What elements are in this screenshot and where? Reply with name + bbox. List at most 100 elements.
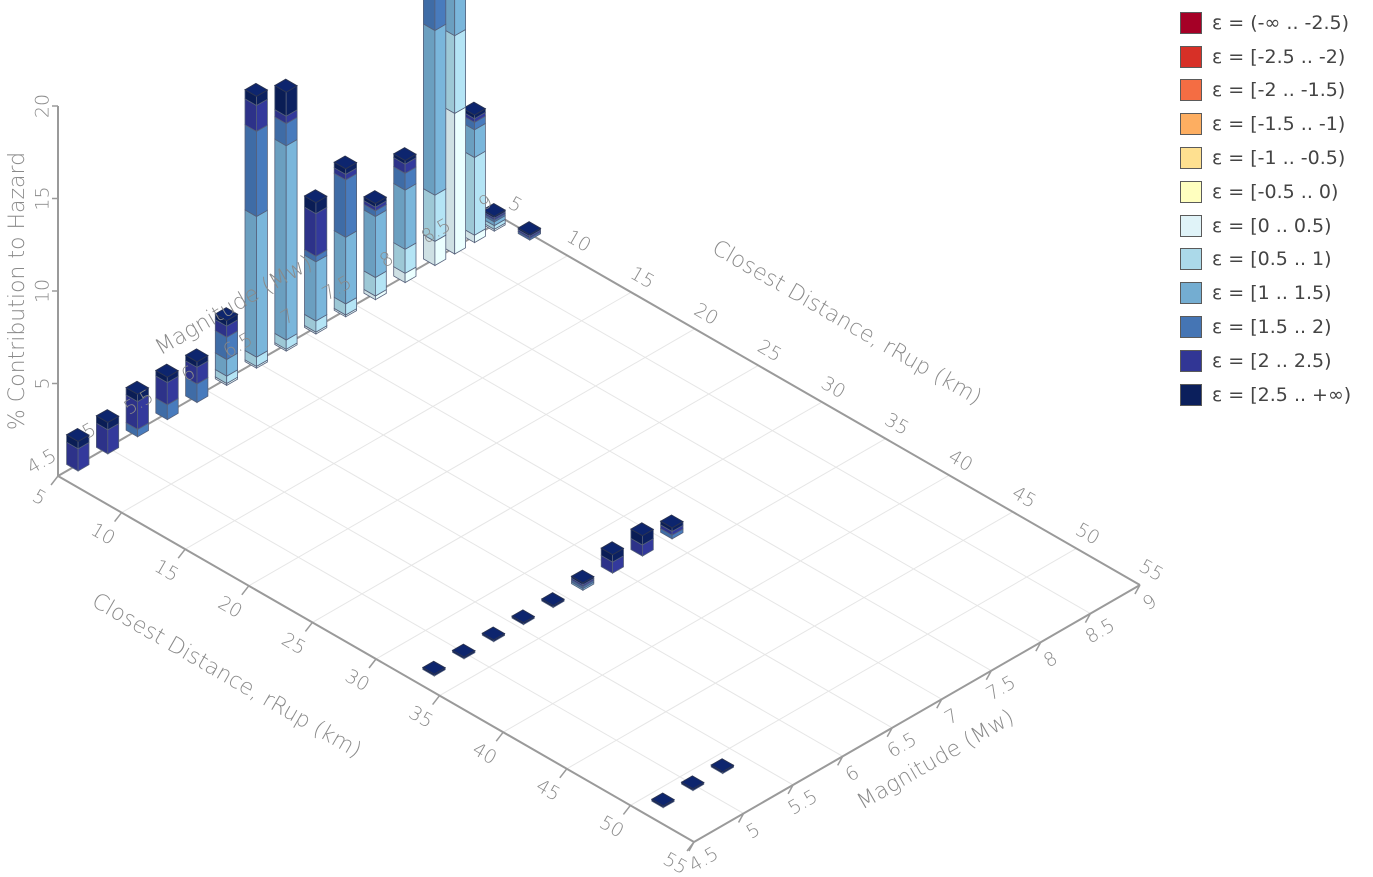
legend-swatch [1180,248,1202,270]
distance-tick-mark [560,769,567,778]
distance-tick-label-front: 30 [341,665,373,696]
legend-label: ε = [0 .. 0.5) [1212,215,1332,237]
bar [423,661,445,676]
legend-item: ε = [-1.5 .. -1) [1180,107,1370,141]
legend-label: ε = (-∞ .. -2.5) [1212,12,1349,34]
legend-swatch [1180,384,1202,406]
grid-line-distance [376,402,822,659]
grid-line-distance [503,475,949,732]
bar-top [682,776,704,789]
tick-labels: 5101520253035404550555101520253035404550… [5,94,1167,877]
distance-tick-mark [305,622,312,631]
legend-swatch [1180,282,1202,304]
legend-label: ε = [-2 .. -1.5) [1212,79,1345,101]
bar [652,793,674,808]
grid-line-distance [312,365,758,622]
bar-segment-side [257,125,268,216]
distance-tick-label-back: 15 [626,262,658,293]
distance-tick-label-front: 10 [87,519,119,550]
distance-tick-label-back: 55 [1135,555,1167,586]
legend-item: ε = [-2 .. -1.5) [1180,74,1370,108]
bar-segment-side [455,107,466,254]
legend-swatch [1180,46,1202,68]
z-axis-label: % Contribution to Hazard [5,152,30,430]
magnitude-tick-label-front: 8 [1040,647,1061,672]
legend: ε = (-∞ .. -2.5) ε = [-2.5 .. -2) ε = [-2 … [1180,6,1370,412]
distance-tick-mark [433,696,440,705]
legend-item: ε = [2.5 .. +∞) [1180,378,1370,412]
bar-top [652,793,674,806]
distance-tick-label-back: 20 [690,299,722,330]
distance-tick-mark [178,549,185,558]
distance-tick-label-back: 40 [944,445,976,476]
bar-top [423,661,445,674]
bar-segment-side [455,0,466,36]
distance-tick-mark [369,659,376,668]
bar-segment-front [245,125,257,217]
legend-item: ε = [1.5 .. 2) [1180,310,1370,344]
legend-swatch [1180,181,1202,203]
legend-swatch [1180,79,1202,101]
bar-segment-front [394,184,405,250]
z-tick-label: 15 [32,186,54,210]
magnitude-tick-label-front: 9 [1139,590,1160,615]
z-tick-label: 5 [32,377,54,389]
distance-tick-mark [51,476,58,485]
distance-tick-label-front: 40 [468,738,500,769]
distance-tick-label-back: 10 [563,226,595,257]
z-tick-label-base: 4.5 [23,444,60,478]
legend-label: ε = [-0.5 .. 0) [1212,181,1338,203]
bar [245,83,267,368]
bar-top [453,644,475,657]
bar [364,191,386,300]
bar-segment-side [316,207,327,256]
bars [67,0,734,808]
distance-tick-label-back: 35 [881,409,913,440]
legend-label: ε = [-1 .. -0.5) [1212,147,1345,169]
distance-tick-mark [115,513,122,522]
bar [463,102,485,243]
bar-segment-side [455,30,466,114]
legend-swatch [1180,113,1202,135]
distance-tick-label-back: 5 [505,192,526,217]
disaggregation-3d-chart: 5101520253035404550555101520253035404550… [0,0,1170,877]
grid-line-distance [440,439,886,696]
bar [542,593,564,608]
bar [443,0,465,254]
z-tick-label: 10 [32,279,54,303]
bar [631,523,653,556]
z-tick-label: 20 [32,94,54,118]
distance-tick-label-front: 15 [150,555,182,586]
legend-swatch [1180,147,1202,169]
distance-tick-label-front: 25 [278,628,310,659]
legend-label: ε = [-2.5 .. -2) [1212,46,1345,68]
bar [482,627,504,642]
distance-tick-label-back: 30 [817,372,849,403]
bar-segment-side [435,24,446,195]
bar-segment-front [334,173,346,237]
bar-top [512,610,534,623]
axis-line-magnitude-front [694,585,1140,842]
distance-tick-label-back: 50 [1072,518,1104,549]
bar [711,759,733,774]
bar [512,610,534,625]
distance-tick-label-front: 50 [596,811,628,842]
legend-item: ε = [1 .. 1.5) [1180,276,1370,310]
legend-label: ε = [2 .. 2.5) [1212,350,1332,372]
grid-line-distance [249,329,695,586]
bar-segment-side [405,184,416,250]
legend-swatch [1180,316,1202,338]
bar [661,515,683,539]
legend-label: ε = [1 .. 1.5) [1212,282,1332,304]
distance-tick-mark [496,732,503,741]
distance-tick-label-back: 45 [1008,482,1040,513]
magnitude-tick-label-front: 7 [941,704,962,729]
legend-label: ε = [1.5 .. 2) [1212,316,1332,338]
distance-tick-label-back: 25 [754,335,786,366]
bar [156,364,178,419]
legend-label: ε = [-1.5 .. -1) [1212,113,1345,135]
legend-item: ε = [2 .. 2.5) [1180,344,1370,378]
bar-segment-front [305,207,316,256]
bar-segment-side [346,174,357,238]
legend-swatch [1180,215,1202,237]
